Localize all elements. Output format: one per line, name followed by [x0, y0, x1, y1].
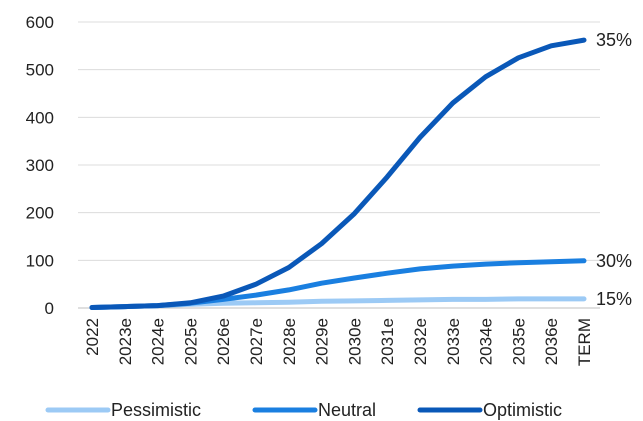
y-tick-label: 600 [26, 13, 54, 32]
end-label-pessimistic: 15% [596, 289, 632, 309]
y-tick-label: 100 [26, 251, 54, 270]
y-tick-label: 200 [26, 204, 54, 223]
x-tick-label: 2030e [345, 318, 364, 365]
x-tick-label: 2027e [247, 318, 266, 365]
x-tick-label: 2035e [509, 318, 528, 365]
legend: Pessimistic Neutral Optimistic [45, 400, 562, 420]
y-tick-label: 500 [26, 61, 54, 80]
grid-lines [78, 21, 600, 309]
x-tick-label: 2032e [411, 318, 430, 365]
x-axis: 2022 2023e 2024e 2025e 2026e 2027e 2028e 2029e 2… [83, 318, 594, 366]
legend-label-neutral: Neutral [318, 400, 376, 420]
x-tick-label: 2026e [214, 318, 233, 365]
x-tick-label: TERM [575, 318, 594, 366]
end-labels: 15% 30% 35% [596, 30, 632, 309]
series-line-optimistic [89, 37, 587, 310]
x-tick-label: 2023e [116, 318, 135, 365]
x-tick-label: 2033e [444, 318, 463, 365]
legend-label-pessimistic: Pessimistic [111, 400, 201, 420]
x-tick-label: 2022 [83, 318, 102, 356]
end-label-optimistic: 35% [596, 30, 632, 50]
y-tick-label: 0 [45, 299, 54, 318]
end-label-neutral: 30% [596, 251, 632, 271]
y-tick-label: 300 [26, 156, 54, 175]
x-tick-label: 2031e [378, 318, 397, 365]
legend-label-optimistic: Optimistic [483, 400, 562, 420]
series-lines [89, 37, 587, 310]
x-tick-label: 2028e [280, 318, 299, 365]
x-tick-label: 2025e [181, 318, 200, 365]
y-tick-label: 400 [26, 108, 54, 127]
x-tick-label: 2024e [149, 318, 168, 365]
x-tick-label: 2036e [542, 318, 561, 365]
y-axis: 0 100 200 300 400 500 600 [26, 13, 54, 318]
x-tick-label: 2034e [477, 318, 496, 365]
x-tick-label: 2029e [313, 318, 332, 365]
